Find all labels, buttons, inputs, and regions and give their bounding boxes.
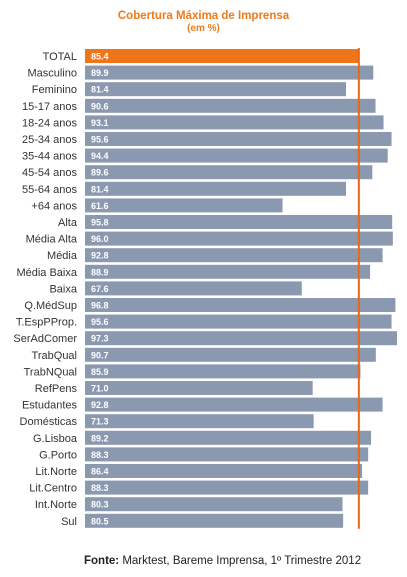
bar-19 — [85, 364, 361, 379]
category-label-11: Média Alta — [26, 234, 78, 246]
category-label-22: Domésticas — [20, 416, 78, 428]
bar-9 — [85, 198, 283, 213]
value-label-28: 80.5 — [91, 516, 109, 526]
value-label-13: 88.9 — [91, 267, 109, 277]
value-label-4: 93.1 — [91, 118, 109, 128]
value-label-5: 95.6 — [91, 135, 109, 145]
bar-12 — [85, 248, 383, 263]
bar-25 — [85, 464, 363, 478]
bar-1 — [85, 65, 374, 80]
bar-4 — [85, 115, 384, 130]
value-label-6: 94.4 — [91, 151, 109, 161]
value-label-22: 71.3 — [91, 417, 109, 427]
category-label-10: Alta — [58, 217, 78, 229]
value-label-23: 89.2 — [91, 433, 109, 443]
bar-28 — [85, 513, 344, 528]
bar-14 — [85, 281, 302, 296]
bar-5 — [85, 132, 392, 146]
category-label-7: 45-54 anos — [22, 167, 78, 179]
value-label-26: 88.3 — [91, 483, 109, 493]
category-label-28: Sul — [61, 516, 77, 528]
bar-18 — [85, 347, 376, 362]
value-label-8: 81.4 — [91, 184, 109, 194]
value-label-20: 71.0 — [91, 384, 109, 394]
category-label-20: RefPens — [35, 383, 78, 395]
category-label-0: TOTAL — [43, 51, 77, 63]
bar-2 — [85, 82, 347, 97]
bar-20 — [85, 381, 313, 395]
value-label-0: 85.4 — [91, 52, 109, 62]
value-label-7: 89.6 — [91, 168, 109, 178]
bar-3 — [85, 98, 376, 113]
category-label-27: Int.Norte — [35, 499, 77, 511]
category-label-6: 35-44 anos — [22, 151, 78, 163]
category-label-25: Lit.Norte — [35, 466, 77, 478]
bar-27 — [85, 497, 343, 512]
chart-title: Cobertura Máxima de Imprensa — [117, 10, 290, 22]
value-label-1: 89.9 — [91, 68, 109, 78]
value-label-24: 88.3 — [91, 450, 109, 460]
bar-chart: TOTAL 85.4 Masculino 89.9 Feminino 81.4 15-17 … — [13, 48, 397, 529]
value-label-16: 95.6 — [91, 317, 109, 327]
category-label-12: Média — [47, 250, 78, 262]
category-label-23: G.Lisboa — [33, 433, 78, 445]
source-text: Marktest, Bareme Imprensa, 1º Trimestre … — [119, 555, 362, 567]
category-label-16: T.EspPProp. — [16, 317, 77, 329]
category-label-17: SerAdComer — [13, 333, 77, 345]
value-label-11: 96.0 — [91, 234, 109, 244]
category-label-8: 55-64 anos — [22, 184, 78, 196]
bar-21 — [85, 397, 383, 412]
bar-24 — [85, 447, 369, 462]
value-label-25: 86.4 — [91, 467, 109, 477]
category-label-5: 25-34 anos — [22, 134, 78, 146]
category-label-14: Baixa — [49, 283, 77, 295]
bar-16 — [85, 314, 392, 329]
category-label-1: Masculino — [27, 68, 77, 80]
bar-0 — [85, 49, 359, 63]
source-note: Fonte: Marktest, Bareme Imprensa, 1º Tri… — [84, 555, 361, 567]
value-label-21: 92.8 — [91, 400, 109, 410]
source-label: Fonte: — [84, 555, 120, 567]
chart-subtitle: (em %) — [187, 23, 220, 34]
bar-13 — [85, 264, 371, 279]
category-label-21: Estudantes — [22, 400, 78, 412]
category-label-26: Lit.Centro — [29, 483, 77, 495]
bar-8 — [85, 181, 347, 196]
category-label-4: 18-24 anos — [22, 117, 78, 129]
category-label-13: Média Baixa — [16, 267, 77, 279]
category-label-24: G.Porto — [39, 449, 77, 461]
bar-11 — [85, 231, 393, 246]
value-label-12: 92.8 — [91, 251, 109, 261]
category-label-2: Feminino — [32, 84, 77, 96]
category-label-15: Q.MédSup — [24, 300, 77, 312]
bar-10 — [85, 215, 393, 229]
bar-7 — [85, 165, 373, 180]
value-label-15: 96.8 — [91, 301, 109, 311]
value-label-9: 61.6 — [91, 201, 109, 211]
value-label-17: 97.3 — [91, 334, 109, 344]
category-label-18: TrabQual — [32, 350, 77, 362]
bar-22 — [85, 414, 314, 429]
bar-6 — [85, 148, 388, 163]
bar-23 — [85, 430, 372, 445]
value-label-2: 81.4 — [91, 85, 109, 95]
value-label-27: 80.3 — [91, 500, 109, 510]
category-label-9: +64 anos — [31, 200, 77, 212]
bar-15 — [85, 298, 396, 312]
value-label-3: 90.6 — [91, 101, 109, 111]
value-label-18: 90.7 — [91, 350, 109, 360]
category-label-19: TrabNQual — [24, 366, 77, 378]
category-label-3: 15-17 anos — [22, 101, 78, 113]
value-label-10: 95.8 — [91, 218, 109, 228]
bar-26 — [85, 480, 369, 495]
value-label-19: 85.9 — [91, 367, 109, 377]
bar-17 — [85, 331, 397, 346]
value-label-14: 67.6 — [91, 284, 109, 294]
